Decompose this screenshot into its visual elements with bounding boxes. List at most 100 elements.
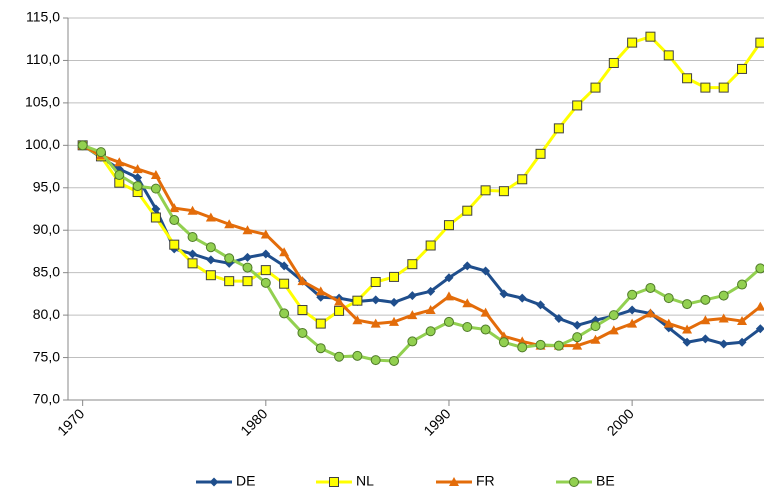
marker bbox=[315, 318, 326, 329]
marker bbox=[737, 63, 748, 74]
legend-label: FR bbox=[476, 473, 495, 489]
marker bbox=[150, 170, 161, 180]
marker bbox=[627, 289, 638, 300]
marker bbox=[334, 351, 345, 362]
marker bbox=[242, 225, 253, 235]
marker bbox=[261, 249, 271, 259]
marker bbox=[279, 247, 290, 257]
marker bbox=[150, 183, 161, 194]
marker bbox=[260, 277, 271, 288]
marker bbox=[480, 324, 491, 335]
marker bbox=[389, 316, 400, 326]
marker bbox=[718, 313, 729, 323]
line bbox=[81, 144, 762, 348]
marker bbox=[498, 337, 509, 348]
marker bbox=[590, 321, 601, 332]
marker bbox=[132, 164, 143, 174]
marker bbox=[169, 203, 180, 213]
marker bbox=[426, 286, 436, 296]
marker bbox=[627, 37, 638, 48]
marker bbox=[329, 477, 339, 487]
marker bbox=[700, 82, 711, 93]
y-tick-label: 90,0 bbox=[33, 221, 60, 237]
marker bbox=[150, 212, 161, 223]
marker bbox=[608, 310, 619, 321]
marker bbox=[187, 205, 198, 215]
marker bbox=[389, 271, 400, 282]
marker bbox=[517, 174, 528, 185]
y-tick-label: 100,0 bbox=[25, 136, 60, 152]
marker bbox=[209, 477, 219, 487]
marker bbox=[224, 253, 235, 264]
x-tick-label: 1980 bbox=[237, 405, 270, 438]
marker bbox=[553, 340, 564, 351]
marker bbox=[187, 258, 198, 269]
marker bbox=[499, 289, 509, 299]
legend-label: DE bbox=[236, 473, 255, 489]
marker bbox=[297, 276, 308, 286]
y-tick-label: 95,0 bbox=[33, 178, 60, 194]
marker bbox=[682, 73, 693, 84]
marker bbox=[498, 186, 509, 197]
marker bbox=[572, 332, 583, 343]
legend-label: BE bbox=[596, 473, 615, 489]
marker bbox=[682, 324, 693, 334]
series bbox=[77, 140, 764, 366]
marker bbox=[224, 276, 235, 287]
marker bbox=[572, 100, 583, 111]
series bbox=[78, 140, 764, 349]
marker bbox=[205, 212, 216, 222]
marker bbox=[151, 204, 161, 214]
marker bbox=[462, 298, 473, 308]
marker bbox=[449, 477, 459, 486]
marker bbox=[224, 219, 235, 229]
marker bbox=[133, 173, 143, 183]
marker bbox=[517, 293, 527, 303]
marker bbox=[389, 355, 400, 366]
marker bbox=[407, 336, 418, 347]
marker bbox=[297, 327, 308, 338]
marker bbox=[608, 57, 619, 68]
marker bbox=[462, 205, 473, 216]
marker bbox=[188, 249, 198, 259]
marker bbox=[187, 232, 198, 243]
marker bbox=[279, 261, 289, 271]
marker bbox=[169, 215, 180, 226]
marker bbox=[334, 305, 345, 316]
marker bbox=[370, 277, 381, 288]
legend-label: NL bbox=[356, 473, 374, 489]
series bbox=[77, 140, 764, 350]
marker bbox=[169, 239, 180, 250]
marker bbox=[407, 259, 418, 270]
marker bbox=[700, 294, 711, 305]
marker bbox=[389, 297, 399, 307]
marker bbox=[352, 295, 363, 306]
marker bbox=[260, 229, 271, 239]
marker bbox=[352, 315, 363, 325]
marker bbox=[443, 291, 454, 301]
marker bbox=[663, 50, 674, 61]
marker bbox=[755, 263, 764, 274]
x-tick-label: 1990 bbox=[420, 405, 453, 438]
marker bbox=[370, 318, 381, 328]
marker bbox=[315, 286, 326, 296]
marker bbox=[627, 305, 637, 315]
marker bbox=[480, 185, 491, 196]
marker bbox=[572, 320, 582, 330]
marker bbox=[755, 37, 764, 48]
marker bbox=[407, 291, 417, 301]
marker bbox=[737, 316, 748, 326]
marker bbox=[370, 355, 381, 366]
marker bbox=[645, 31, 656, 42]
marker bbox=[95, 147, 106, 158]
marker bbox=[371, 295, 381, 305]
marker bbox=[315, 343, 326, 354]
y-tick-label: 105,0 bbox=[25, 94, 60, 110]
marker bbox=[425, 326, 436, 337]
marker bbox=[132, 181, 143, 192]
marker bbox=[590, 334, 601, 344]
marker bbox=[590, 82, 601, 93]
y-tick-label: 70,0 bbox=[33, 391, 60, 407]
marker bbox=[645, 282, 656, 293]
